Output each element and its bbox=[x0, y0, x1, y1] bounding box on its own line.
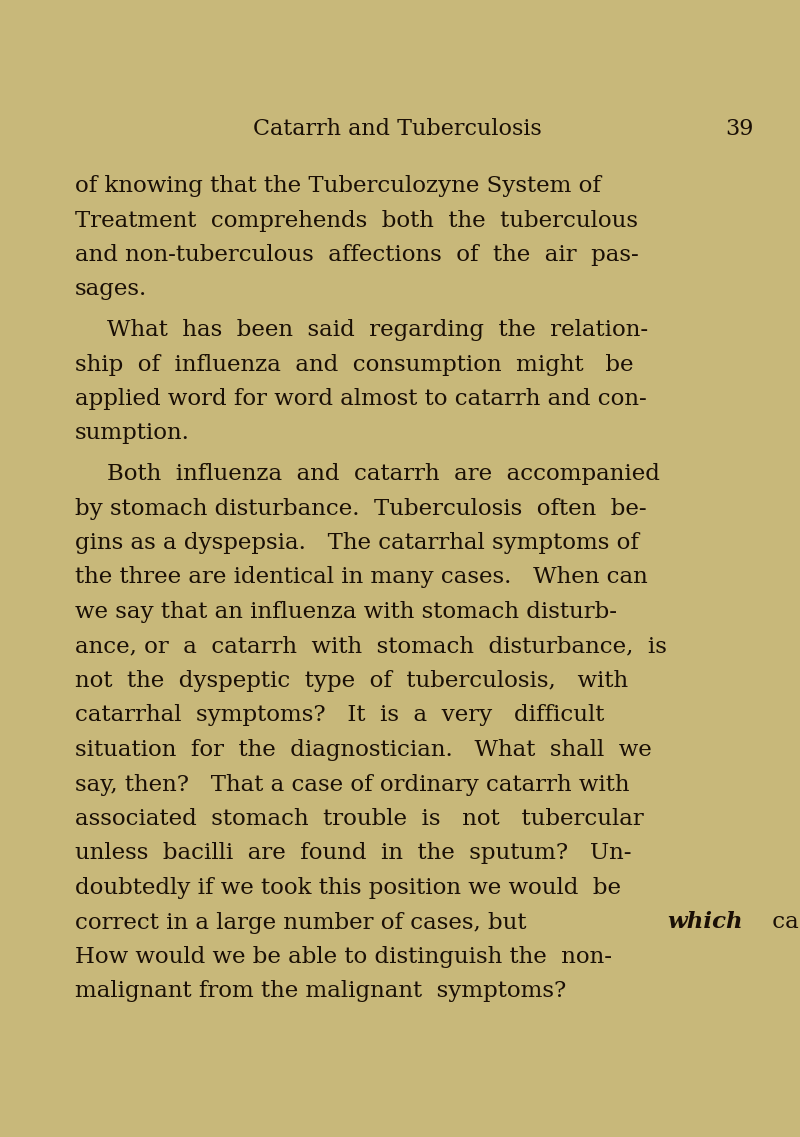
Text: doubtedly if we took this position we would  be: doubtedly if we took this position we wo… bbox=[75, 877, 621, 899]
Text: Treatment  comprehends  both  the  tuberculous: Treatment comprehends both the tuberculo… bbox=[75, 209, 638, 232]
Text: 39: 39 bbox=[725, 118, 754, 140]
Text: sages.: sages. bbox=[75, 279, 147, 300]
Text: applied word for word almost to catarrh and con-: applied word for word almost to catarrh … bbox=[75, 388, 646, 410]
Text: correct in a large number of cases, but: correct in a large number of cases, but bbox=[75, 912, 534, 933]
Text: cases?: cases? bbox=[765, 912, 800, 933]
Text: Both  influenza  and  catarrh  are  accompanied: Both influenza and catarrh are accompani… bbox=[107, 463, 660, 485]
Text: malignant from the malignant  symptoms?: malignant from the malignant symptoms? bbox=[75, 980, 566, 1003]
Text: by stomach disturbance.  Tuberculosis  often  be-: by stomach disturbance. Tuberculosis oft… bbox=[75, 498, 646, 520]
Text: unless  bacilli  are  found  in  the  sputum?   Un-: unless bacilli are found in the sputum? … bbox=[75, 843, 631, 864]
Text: What  has  been  said  regarding  the  relation-: What has been said regarding the relatio… bbox=[107, 319, 648, 341]
Text: gins as a dyspepsia.   The catarrhal symptoms of: gins as a dyspepsia. The catarrhal sympt… bbox=[75, 532, 639, 554]
Text: not  the  dyspeptic  type  of  tuberculosis,   with: not the dyspeptic type of tuberculosis, … bbox=[75, 670, 628, 692]
Text: which: which bbox=[667, 912, 742, 933]
Text: and non-tuberculous  affections  of  the  air  pas-: and non-tuberculous affections of the ai… bbox=[75, 244, 638, 266]
Text: sumption.: sumption. bbox=[75, 423, 190, 445]
Text: we say that an influenza with stomach disturb-: we say that an influenza with stomach di… bbox=[75, 601, 617, 623]
Text: How would we be able to distinguish the  non-: How would we be able to distinguish the … bbox=[75, 946, 612, 968]
Text: say, then?   That a case of ordinary catarrh with: say, then? That a case of ordinary catar… bbox=[75, 773, 630, 796]
Text: associated  stomach  trouble  is   not   tubercular: associated stomach trouble is not tuberc… bbox=[75, 808, 644, 830]
Text: Catarrh and Tuberculosis: Catarrh and Tuberculosis bbox=[253, 118, 542, 140]
Text: catarrhal  symptoms?   It  is  a  very   difficult: catarrhal symptoms? It is a very difficu… bbox=[75, 705, 604, 727]
Text: situation  for  the  diagnostician.   What  shall  we: situation for the diagnostician. What sh… bbox=[75, 739, 652, 761]
Text: of knowing that the Tuberculozyne System of: of knowing that the Tuberculozyne System… bbox=[75, 175, 601, 197]
Text: ship  of  influenza  and  consumption  might   be: ship of influenza and consumption might … bbox=[75, 354, 634, 375]
Text: the three are identical in many cases.   When can: the three are identical in many cases. W… bbox=[75, 566, 648, 589]
Text: ance, or  a  catarrh  with  stomach  disturbance,  is: ance, or a catarrh with stomach disturba… bbox=[75, 636, 667, 657]
